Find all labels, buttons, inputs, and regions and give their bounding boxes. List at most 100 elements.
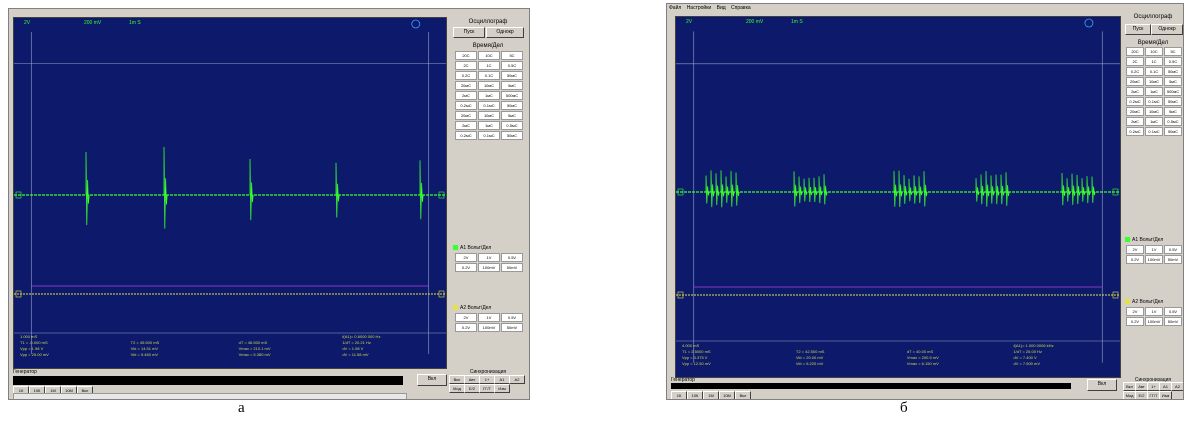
menu-file[interactable]: Файл	[669, 5, 682, 11]
ch2-grid-option[interactable]: 2V	[1126, 307, 1144, 316]
ch2-grid-option[interactable]: 0.5V	[501, 313, 523, 322]
time-grid-option[interactable]: 5С	[501, 51, 523, 60]
ch2-grid-option[interactable]: 0.2V	[1126, 317, 1144, 326]
time-grid-option[interactable]: 1мС	[478, 91, 500, 100]
time-grid-option[interactable]: 0.1мС	[478, 101, 500, 110]
sync-button[interactable]: А2	[509, 375, 525, 384]
generator-on-button[interactable]: Вкл	[1087, 379, 1117, 391]
sync-button[interactable]: Изм	[494, 384, 510, 393]
start-button[interactable]: Пуск	[453, 27, 485, 38]
ch2-grid-option[interactable]: 1V	[478, 313, 500, 322]
time-grid-option[interactable]: 10мС	[1145, 107, 1163, 116]
sync-button[interactable]: Мод	[449, 384, 465, 393]
time-grid-option[interactable]: 50мС	[1164, 97, 1182, 106]
ch1-grid-option[interactable]: 2V	[455, 253, 477, 262]
time-grid-option[interactable]: 2С	[1126, 57, 1144, 66]
oscilloscope-screen[interactable]: 2V 200 mV 1m S 1.000 mS f(A1)= 0.6000 000…	[13, 17, 447, 369]
ch1-grid-option[interactable]: 1V	[1145, 245, 1163, 254]
time-grid-option[interactable]: 500мС	[1164, 87, 1182, 96]
time-grid-option[interactable]: 5мС	[1164, 77, 1182, 86]
single-button[interactable]: Однокр	[1151, 24, 1183, 35]
time-grid-option[interactable]: 50мС	[501, 71, 523, 80]
ch1-grid-option[interactable]: 100mV	[1145, 255, 1163, 264]
time-grid-option[interactable]: 1С	[478, 61, 500, 70]
generator-range-button[interactable]: 1М	[703, 391, 719, 399]
time-grid-option[interactable]: 500мС	[501, 91, 523, 100]
sync-button[interactable]: Е/2	[464, 384, 480, 393]
ch2-grid-option[interactable]: 100mV	[478, 323, 500, 332]
time-grid-option[interactable]: 2мС	[1126, 117, 1144, 126]
time-grid-option[interactable]: 20С	[455, 51, 477, 60]
ch2-grid-option[interactable]: 0.5V	[1164, 307, 1182, 316]
generator-on-button[interactable]: Вкл	[417, 374, 447, 386]
menu-settings[interactable]: Настройки	[686, 5, 712, 11]
ch2-grid-option[interactable]: 0.2V	[455, 323, 477, 332]
ch1-grid-option[interactable]: 50mV	[501, 263, 523, 272]
menu-view[interactable]: Вид	[716, 5, 726, 11]
sync-button[interactable]: Изм	[1159, 391, 1172, 399]
generator-range-button[interactable]: Вкл	[735, 391, 751, 399]
ch1-grid-option[interactable]: 0.2V	[455, 263, 477, 272]
sync-button[interactable]: Вкл	[449, 375, 465, 384]
time-grid-option[interactable]: 50мС	[501, 101, 523, 110]
ch1-grid-option[interactable]: 1V	[478, 253, 500, 262]
time-grid-option[interactable]: 20С	[1126, 47, 1144, 56]
time-grid-option[interactable]: 10мС	[478, 111, 500, 120]
ch1-grid-option[interactable]: 0.5V	[501, 253, 523, 262]
time-grid-option[interactable]: 10мС	[1145, 77, 1163, 86]
time-grid-option[interactable]: 0.1С	[1145, 67, 1163, 76]
time-grid-option[interactable]: 1мС	[478, 121, 500, 130]
time-grid-option[interactable]: 0.2мС	[1126, 127, 1144, 136]
generator-scrollbar[interactable]	[13, 393, 407, 399]
sync-button[interactable]: 1+	[479, 375, 495, 384]
sync-button[interactable]: Авт	[464, 375, 480, 384]
time-grid-option[interactable]: 0.2С	[455, 71, 477, 80]
time-grid-option[interactable]: 1мС	[1145, 87, 1163, 96]
time-grid-option[interactable]: 0.5мС	[1164, 117, 1182, 126]
time-grid-option[interactable]: 0.5С	[1164, 57, 1182, 66]
time-grid-option[interactable]: 1мС	[1145, 117, 1163, 126]
sync-button[interactable]: А2	[1171, 382, 1183, 391]
time-grid-option[interactable]: 10С	[1145, 47, 1163, 56]
oscilloscope-screen[interactable]: 2V 200 mV 1m S 4.000 mS f(A1)= 1.000 0006…	[675, 16, 1121, 378]
time-grid-option[interactable]: 0.2мС	[1126, 97, 1144, 106]
generator-range-button[interactable]: 10М	[719, 391, 735, 399]
time-grid-option[interactable]: 20мС	[1126, 107, 1144, 116]
time-grid-option[interactable]: 10мС	[478, 81, 500, 90]
time-grid-option[interactable]: 2С	[455, 61, 477, 70]
time-grid-option[interactable]: 50мС	[1164, 127, 1182, 136]
time-grid-option[interactable]: 5С	[1164, 47, 1182, 56]
time-grid-option[interactable]: 50мС	[501, 131, 523, 140]
ch2-grid-option[interactable]: 1V	[1145, 307, 1163, 316]
time-grid-option[interactable]: 2мС	[455, 91, 477, 100]
sync-button[interactable]: А1	[494, 375, 510, 384]
ch1-grid-option[interactable]: 0.5V	[1164, 245, 1182, 254]
ch1-grid-option[interactable]: 50mV	[1164, 255, 1182, 264]
time-grid-option[interactable]: 0.2С	[1126, 67, 1144, 76]
ch2-grid-option[interactable]: 50mV	[1164, 317, 1182, 326]
time-grid-option[interactable]: 0.1мС	[478, 131, 500, 140]
ch1-grid-option[interactable]: 2V	[1126, 245, 1144, 254]
time-grid-option[interactable]: 0.5мС	[501, 121, 523, 130]
time-grid-option[interactable]: 0.1С	[478, 71, 500, 80]
time-grid-option[interactable]: 10С	[478, 51, 500, 60]
generator-range-button[interactable]: 1К	[671, 391, 687, 399]
time-grid-option[interactable]: 5мС	[1164, 107, 1182, 116]
ch2-grid-option[interactable]: 100mV	[1145, 317, 1163, 326]
time-grid-option[interactable]: 5мС	[501, 111, 523, 120]
ch1-grid-option[interactable]: 100mV	[478, 263, 500, 272]
menu-help[interactable]: Справка	[731, 5, 751, 11]
time-grid-option[interactable]: 0.5С	[501, 61, 523, 70]
time-grid-option[interactable]: 0.2мС	[455, 101, 477, 110]
generator-range-button[interactable]: 10К	[687, 391, 703, 399]
single-button[interactable]: Однокр	[486, 27, 524, 38]
time-grid-option[interactable]: 0.1мС	[1145, 127, 1163, 136]
time-grid-option[interactable]: 20мС	[1126, 77, 1144, 86]
time-grid-option[interactable]: 1С	[1145, 57, 1163, 66]
time-grid-option[interactable]: 20мС	[455, 81, 477, 90]
time-grid-option[interactable]: 2мС	[455, 121, 477, 130]
time-grid-option[interactable]: 2мС	[1126, 87, 1144, 96]
time-grid-option[interactable]: 0.2мС	[455, 131, 477, 140]
start-button[interactable]: Пуск	[1125, 24, 1151, 35]
ch2-grid-option[interactable]: 2V	[455, 313, 477, 322]
